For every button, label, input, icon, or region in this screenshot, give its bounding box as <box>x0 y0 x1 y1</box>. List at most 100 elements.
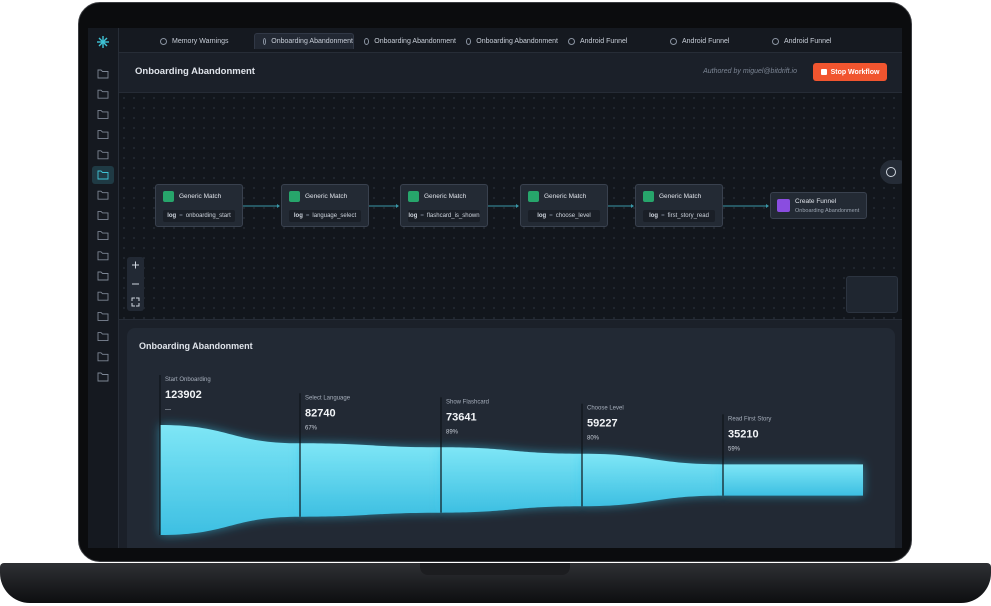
node-header: Generic Match <box>528 191 586 202</box>
condition-op: = <box>305 213 310 219</box>
workflow-node[interactable]: Generic Match log = flashcard_is_shown <box>400 184 488 227</box>
stage-value: 123902 <box>165 389 202 401</box>
folder-icon <box>97 109 109 119</box>
funnel-band <box>441 447 582 513</box>
stage-pct: 89% <box>446 429 459 435</box>
stage-label: Read First Story <box>728 416 771 422</box>
node-title: Generic Match <box>305 193 348 200</box>
tab-icon <box>364 37 370 45</box>
chat-icon <box>886 167 896 177</box>
folder-icon <box>97 311 109 321</box>
stage-value: 73641 <box>446 411 477 423</box>
condition-op: = <box>420 213 424 219</box>
node-title: Generic Match <box>659 193 702 200</box>
tab-bar: Memory Warnings Onboarding Abandonment Onb… <box>119 28 902 53</box>
folder-icon <box>97 332 109 342</box>
workflow-node[interactable]: Generic Match log = language_select <box>281 184 369 227</box>
stop-label: Stop Workflow <box>830 68 880 76</box>
node-condition: log = first_story_read <box>643 210 715 222</box>
folder-icon <box>97 130 109 140</box>
funnel-band <box>582 453 723 507</box>
stage-label: Select Language <box>305 395 351 401</box>
folder-icon <box>97 271 109 281</box>
stage-label: Show Flashcard <box>446 399 489 405</box>
tab-icon <box>568 37 575 45</box>
condition-key: log <box>649 213 659 219</box>
folder-icon <box>97 251 109 261</box>
stage-pct: 59% <box>728 446 741 452</box>
tab-icon <box>772 37 779 45</box>
final-subtitle: Onboarding Abandonment <box>795 208 860 214</box>
folder-icon <box>97 291 109 301</box>
condition-op: = <box>661 213 665 219</box>
folder-icon <box>97 190 109 200</box>
folder-icon <box>97 210 109 220</box>
edges <box>243 204 769 208</box>
node-header: Generic Match <box>643 191 701 202</box>
node-icon <box>289 191 300 202</box>
condition-value: first_story_read <box>667 213 709 219</box>
node-icon <box>163 191 174 202</box>
tab-label: Onboarding Abandonment <box>476 37 558 45</box>
node-header: Generic Match <box>163 191 221 202</box>
tab-icon <box>670 37 677 45</box>
condition-key: log <box>167 213 177 219</box>
tab[interactable]: Android Funnel <box>662 33 762 49</box>
stage-value: 35210 <box>728 428 759 440</box>
workflow-node[interactable]: Generic Match log = choose_level <box>520 184 608 227</box>
folder-active-bg <box>92 166 114 184</box>
funnel-title: Onboarding Abandonment <box>139 341 253 351</box>
screen: Memory Warnings Onboarding Abandonment Onb… <box>88 28 902 548</box>
tab-label: Android Funnel <box>682 37 730 45</box>
stage-value: 59227 <box>587 418 618 430</box>
funnel-band <box>300 443 441 517</box>
tab[interactable]: Onboarding Abandonment <box>356 33 456 49</box>
tab-label: Onboarding Abandonment <box>271 38 353 45</box>
funnel-band <box>723 464 863 496</box>
edge-arrow <box>516 204 519 208</box>
condition-value: language_select <box>312 213 357 219</box>
edge-arrow <box>396 204 399 208</box>
workflow-node[interactable]: Generic Match log = first_story_read <box>635 184 723 227</box>
final-node[interactable]: Create Funnel Onboarding Abandonment <box>770 192 867 219</box>
node-icon <box>528 191 539 202</box>
tab-icon <box>160 37 167 45</box>
minimap <box>846 276 898 313</box>
stop-button[interactable]: Stop Workflow <box>813 63 887 81</box>
folder-icon <box>97 372 109 382</box>
stage-pct: 80% <box>587 436 600 442</box>
edge-arrow <box>766 204 769 208</box>
node-title: Generic Match <box>424 193 467 200</box>
node-icon <box>643 191 654 202</box>
folder-icon <box>97 170 109 180</box>
tab[interactable]: Onboarding Abandonment <box>254 33 354 49</box>
tab-label: Memory Warnings <box>172 37 229 45</box>
chat-button[interactable] <box>880 160 902 184</box>
condition-key: log <box>293 213 303 219</box>
laptop-notch <box>420 563 570 575</box>
stage-label: Start Onboarding <box>165 377 211 383</box>
node-title: Generic Match <box>179 193 222 200</box>
stop-icon <box>820 69 827 75</box>
tab[interactable]: Onboarding Abandonment <box>458 33 558 49</box>
tab[interactable]: Memory Warnings <box>152 33 252 49</box>
tab-icon <box>466 37 472 45</box>
stage-label: Choose Level <box>587 406 624 412</box>
node-icon <box>408 191 419 202</box>
node-condition: log = flashcard_is_shown <box>408 210 480 222</box>
node-header: Generic Match <box>408 191 466 202</box>
tab[interactable]: Android Funnel <box>560 33 660 49</box>
sidebar <box>88 28 119 548</box>
folder-icon <box>97 150 109 160</box>
workflow-node[interactable]: Generic Match log = onboarding_start <box>155 184 243 227</box>
node-header: Generic Match <box>289 191 347 202</box>
node-condition: log = choose_level <box>528 210 600 222</box>
condition-value: flashcard_is_shown <box>426 213 480 219</box>
condition-value: onboarding_start <box>185 213 231 219</box>
condition-key: log <box>537 213 547 219</box>
tab[interactable]: Android Funnel <box>764 33 864 49</box>
folder-icon <box>97 89 109 99</box>
stage-pct: — <box>165 407 171 413</box>
final-icon <box>777 199 790 212</box>
tab-label: Android Funnel <box>784 37 832 45</box>
